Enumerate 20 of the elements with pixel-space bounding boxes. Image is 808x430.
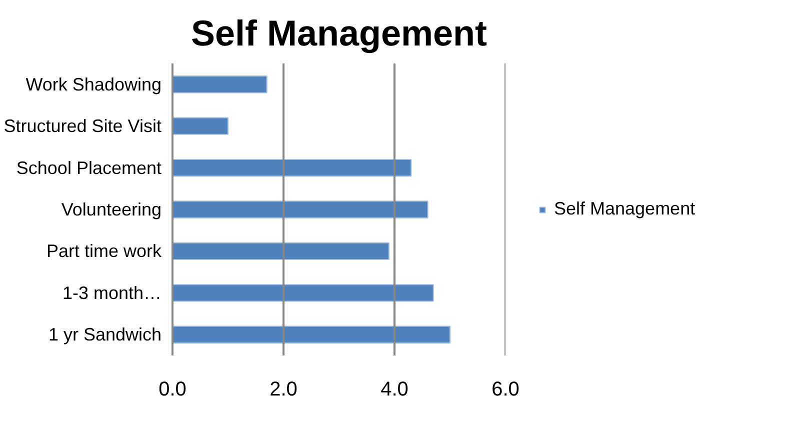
y-tick-label: Structured Site Visit	[4, 116, 162, 136]
bar	[172, 326, 450, 344]
bar	[172, 76, 268, 94]
x-tick-label: 4.0	[380, 378, 408, 400]
bar	[172, 158, 412, 177]
y-tick-label: Volunteering	[61, 200, 162, 220]
x-tick-label: 2.0	[270, 378, 298, 400]
bar	[172, 242, 390, 260]
bar	[172, 200, 428, 218]
legend-label: Self Management	[554, 198, 696, 220]
y-tick-label: Work Shadowing	[26, 74, 162, 94]
y-tick-label: Part time work	[46, 241, 162, 262]
y-tick-label: School Placement	[16, 158, 162, 178]
x-tick-label: 6.0	[492, 378, 520, 400]
chart-title: Self Management	[190, 12, 488, 54]
y-tick-label: 1 yr Sandwich	[48, 324, 162, 345]
x-tick-label: 0.0	[158, 378, 186, 400]
bar	[172, 117, 228, 135]
y-tick-label: 1-3 month…	[62, 282, 162, 303]
bar	[172, 284, 434, 302]
